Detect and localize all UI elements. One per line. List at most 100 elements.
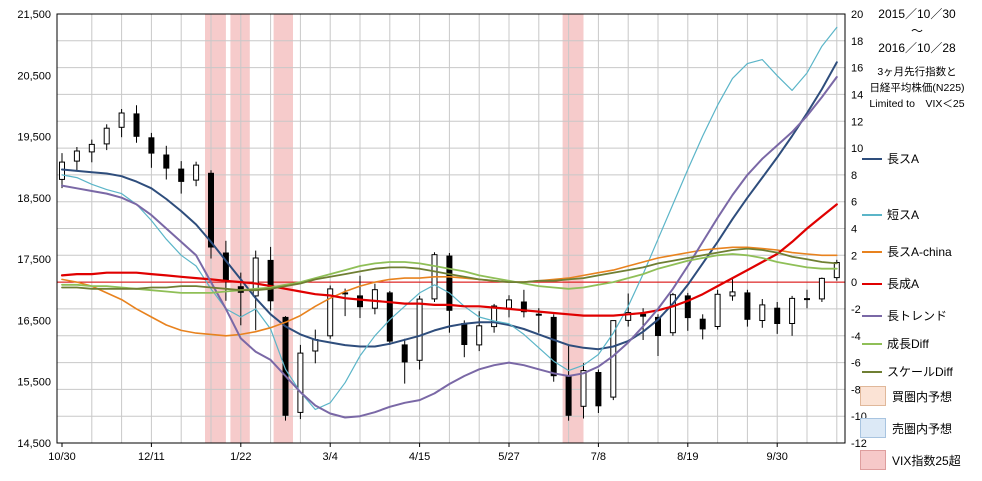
right-axis-label: 4	[851, 224, 857, 236]
candle-body	[744, 292, 751, 320]
left-axis-label: 21,500	[17, 9, 51, 21]
series-line-short-a	[61, 26, 838, 411]
candle-body	[595, 372, 602, 407]
short-a-line-swatch	[862, 213, 882, 216]
subtitle-line-2: 日経平均株価(N225)	[869, 82, 965, 94]
candle-body	[535, 313, 542, 316]
long-a-line-swatch	[862, 157, 882, 160]
candle-body	[193, 164, 200, 181]
candle-body	[640, 313, 647, 317]
legend-item-long-a: 長スA	[862, 150, 919, 167]
x-axis-label: 7/8	[591, 451, 606, 463]
left-axis-label: 15,500	[17, 377, 51, 389]
right-axis-label: 20	[851, 9, 863, 21]
legend-item-growth-diff: 成長Diff	[862, 335, 929, 352]
right-axis-label: -8	[851, 384, 861, 396]
legend-item-sell-zone-forecast: 売圏内予想	[860, 418, 952, 438]
date-range-tilde: ～	[910, 24, 923, 38]
candle-body	[491, 305, 498, 328]
x-axis-label: 8/19	[677, 451, 698, 463]
x-axis-label: 12/11	[138, 451, 165, 463]
right-axis-label: 18	[851, 36, 863, 48]
candle-body	[118, 112, 125, 128]
candle-body	[252, 257, 259, 297]
right-axis-label: 12	[851, 116, 863, 128]
candle-body	[312, 339, 319, 352]
candle-body	[818, 277, 825, 300]
legend-label: 長スA-china	[887, 245, 952, 259]
candle-body	[297, 352, 304, 413]
left-axis-label: 16,500	[17, 315, 51, 327]
subtitle-line-3: Limited to VIX＜25	[869, 98, 965, 110]
candle-body	[506, 299, 512, 309]
candle-body	[804, 298, 810, 301]
candle-body	[178, 168, 185, 182]
legend-item-long-growth-a: 長成A	[862, 275, 919, 292]
candle-body	[580, 370, 587, 407]
growth-diff-line-swatch	[862, 342, 882, 345]
left-axis-label: 17,500	[17, 254, 51, 266]
date-range-end: 2016／10／28	[878, 41, 956, 55]
long-a-china-line-swatch	[862, 250, 882, 253]
series-line-scale-diff	[61, 247, 838, 292]
x-axis-label: 4/15	[409, 451, 430, 463]
x-axis-label: 1/22	[230, 451, 251, 463]
right-axis-label: -4	[851, 331, 861, 343]
right-axis-label: -12	[851, 438, 867, 450]
scale-diff-line-swatch	[862, 370, 882, 373]
right-axis-label: 0	[851, 277, 857, 289]
candle-body	[461, 323, 468, 345]
chart-subtitle: 3ヶ月先行指数と 日経平均株価(N225) Limited to VIX＜25	[846, 64, 982, 112]
candle-body	[476, 325, 483, 346]
series-line-growth-diff	[61, 253, 838, 294]
legend-item-long-trend: 長トレンド	[862, 307, 947, 324]
candle-body	[759, 304, 766, 321]
long-growth-a-line-swatch	[862, 282, 882, 285]
legend-label: 長成A	[887, 277, 920, 291]
candle-body	[357, 295, 363, 308]
legend-item-vix-over-25: VIX指数25超	[860, 450, 961, 470]
legend-label: スケールDiff	[887, 365, 953, 379]
candle-body	[446, 255, 453, 311]
candle-body	[73, 150, 80, 162]
candle-body	[133, 113, 140, 137]
x-axis-label: 9/30	[766, 451, 787, 463]
date-range: 2015／10／30 ～ 2016／10／28	[852, 6, 982, 57]
candle-body	[774, 307, 781, 325]
right-axis-label: 8	[851, 170, 857, 182]
plot-border	[56, 13, 846, 444]
buy-zone-forecast-box-swatch	[860, 386, 886, 406]
series-line-long-growth-a	[60, 203, 838, 317]
x-axis-label: 5/27	[498, 451, 519, 463]
candle-body	[59, 161, 65, 180]
candle-body	[550, 316, 557, 377]
long-trend-line-swatch	[862, 314, 882, 317]
candle-body	[88, 143, 95, 153]
legend-label: 買圏内予想	[892, 389, 953, 404]
candle-body	[208, 172, 214, 248]
left-axis-label: 18,500	[17, 193, 51, 205]
legend-item-scale-diff: スケールDiff	[862, 363, 953, 380]
candle-body	[714, 293, 721, 327]
candle-body	[163, 154, 170, 169]
legend-label: 長スA	[887, 152, 920, 166]
series-line-long-trend	[61, 76, 838, 419]
candle-body	[386, 292, 393, 342]
vix-over-25-box-swatch	[860, 450, 886, 470]
candle-body	[625, 312, 632, 321]
left-axis-label: 14,500	[17, 438, 51, 450]
legend-label: 長トレンド	[887, 309, 948, 323]
right-axis-label: 2	[851, 250, 857, 262]
candle-body	[655, 316, 661, 336]
left-axis-label: 19,500	[17, 132, 51, 144]
series-line-long-a-china	[61, 246, 838, 337]
candle-body	[327, 288, 334, 337]
candle-body	[520, 301, 527, 313]
x-axis-label: 3/4	[323, 451, 338, 463]
candle-body	[699, 318, 706, 330]
left-axis-label: 20,500	[17, 70, 51, 82]
candle-body	[833, 262, 840, 279]
right-axis-label: 16	[851, 63, 863, 75]
